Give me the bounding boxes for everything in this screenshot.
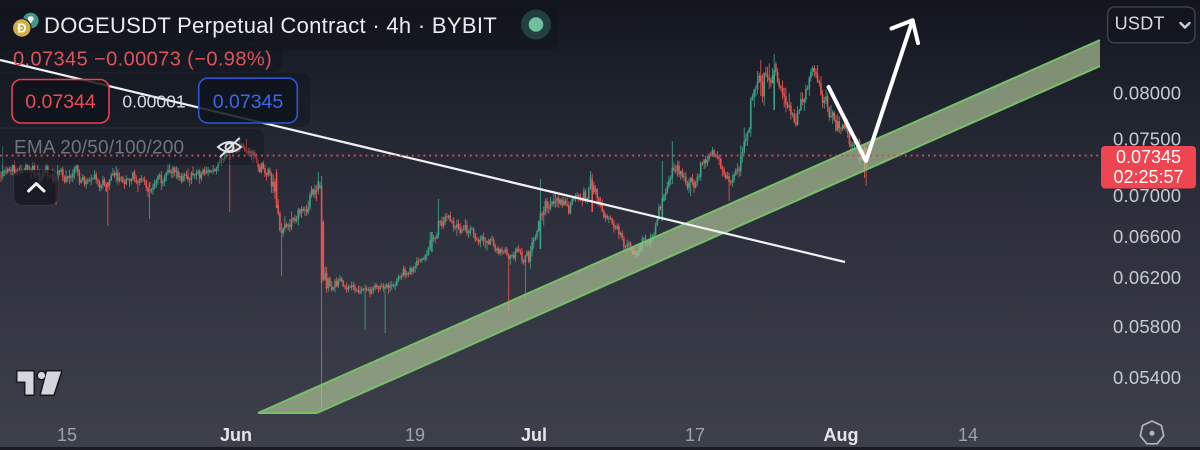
svg-text:15: 15 bbox=[57, 425, 77, 445]
svg-text:0.07500: 0.07500 bbox=[1113, 129, 1181, 150]
svg-text:0.07345: 0.07345 bbox=[1116, 147, 1181, 167]
svg-text:0.07000: 0.07000 bbox=[1113, 185, 1181, 206]
svg-text:17: 17 bbox=[685, 425, 705, 445]
svg-text:0.05800: 0.05800 bbox=[1113, 316, 1181, 337]
svg-text:DOGEUSDT Perpetual Contract ·: DOGEUSDT Perpetual Contract · 4h · BYBIT bbox=[44, 13, 497, 38]
svg-text:19: 19 bbox=[405, 425, 425, 445]
svg-text:USDT: USDT bbox=[1115, 14, 1165, 34]
svg-text:0.08000: 0.08000 bbox=[1113, 83, 1181, 104]
svg-text:0.07345: 0.07345 bbox=[213, 91, 284, 113]
svg-text:Jul: Jul bbox=[521, 425, 547, 445]
svg-text:0.06600: 0.06600 bbox=[1113, 226, 1181, 247]
svg-text:Jun: Jun bbox=[220, 425, 252, 445]
svg-text:Aug: Aug bbox=[824, 425, 859, 445]
svg-text:02:25:57: 02:25:57 bbox=[1113, 167, 1183, 187]
svg-text:0.05400: 0.05400 bbox=[1113, 367, 1181, 388]
svg-text:0.07345 −0.00073 (−0.98%): 0.07345 −0.00073 (−0.98%) bbox=[13, 49, 272, 71]
svg-text:14: 14 bbox=[958, 425, 978, 445]
svg-text:0.07344: 0.07344 bbox=[25, 91, 96, 113]
svg-text:EMA 20/50/100/200: EMA 20/50/100/200 bbox=[14, 138, 184, 159]
svg-text:Đ: Đ bbox=[17, 21, 26, 36]
svg-text:0.00001: 0.00001 bbox=[122, 92, 185, 112]
svg-text:0.06200: 0.06200 bbox=[1113, 267, 1181, 288]
